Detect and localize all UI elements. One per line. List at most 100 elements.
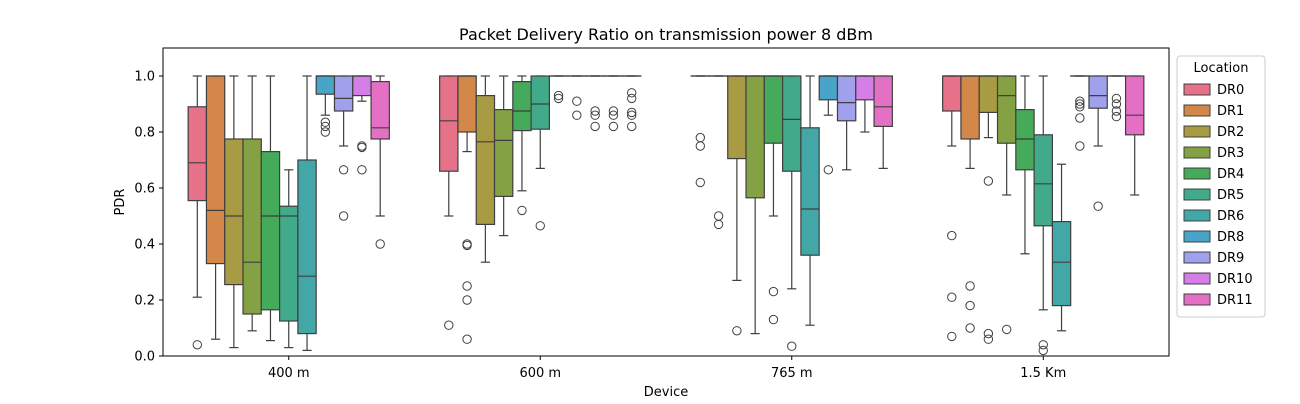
box-body [764, 76, 782, 143]
box-DR6-0 [298, 76, 316, 350]
box-DR11-2 [874, 76, 892, 168]
outlier-point [984, 177, 992, 185]
box-DR6-3 [1052, 164, 1070, 331]
box-body [495, 110, 513, 197]
legend-title: Location [1194, 61, 1249, 76]
box-body [783, 76, 801, 171]
outlier-point [1112, 112, 1120, 120]
outlier-point [696, 133, 704, 141]
box-DR2-1 [476, 76, 494, 262]
box-DR10-2 [856, 76, 874, 132]
x-tick-label: 1.5 Km [1020, 366, 1066, 381]
box-body [513, 82, 531, 131]
outlier-point [714, 220, 722, 228]
box-body [476, 96, 494, 225]
outlier-point [193, 341, 201, 349]
outlier-point [696, 142, 704, 150]
legend-swatch-DR5 [1184, 189, 1210, 200]
outlier-point [733, 327, 741, 335]
outlier-point [788, 342, 796, 350]
legend-label-DR3: DR3 [1217, 146, 1244, 161]
box-DR11-3 [1126, 76, 1144, 195]
outlier-point [445, 321, 453, 329]
box-DR4-3 [1016, 76, 1034, 254]
legend-label-DR9: DR9 [1217, 251, 1244, 266]
box-body [334, 76, 352, 111]
y-tick-label: 0.8 [134, 126, 155, 141]
legend-swatch-DR3 [1184, 147, 1210, 158]
box-DR4-2 [764, 76, 782, 324]
box-body [371, 82, 389, 139]
box-DR3-0 [243, 76, 261, 331]
legend-swatch-DR8 [1184, 231, 1210, 242]
outlier-point [573, 97, 581, 105]
legend-label-DR8: DR8 [1217, 230, 1244, 245]
outlier-point [966, 324, 974, 332]
box-DR4-0 [261, 76, 279, 341]
box-DR6-2 [801, 76, 819, 325]
legend-label-DR0: DR0 [1217, 83, 1244, 98]
box-DR11-0 [371, 76, 389, 248]
box-DR9-0 [334, 76, 352, 220]
box-DR0-2 [691, 76, 709, 187]
legend-swatch-DR0 [1184, 84, 1210, 95]
outlier-point [463, 335, 471, 343]
box-DR1-1 [458, 76, 476, 343]
legend-swatch-DR1 [1184, 105, 1210, 116]
box-body [243, 139, 261, 314]
box-body [801, 128, 819, 255]
outlier-point [591, 122, 599, 130]
outlier-point [714, 212, 722, 220]
box-body [728, 76, 746, 159]
box-DR3-2 [746, 76, 764, 334]
outlier-point [824, 166, 832, 174]
legend-swatch-DR10 [1184, 273, 1210, 284]
outlier-point [339, 212, 347, 220]
outlier-point [948, 332, 956, 340]
plot-area [188, 76, 1144, 355]
outlier-point [948, 293, 956, 301]
y-tick-label: 0.0 [134, 350, 155, 365]
box-body [440, 76, 458, 171]
box-body [1052, 222, 1070, 306]
legend-swatch-DR4 [1184, 168, 1210, 179]
box-body [261, 152, 279, 310]
box-body [943, 76, 961, 111]
outlier-point [358, 166, 366, 174]
legend-label-DR10: DR10 [1217, 272, 1253, 287]
outlier-point [948, 231, 956, 239]
box-DR1-3 [961, 76, 979, 332]
outlier-point [1002, 325, 1010, 333]
outlier-point [1076, 142, 1084, 150]
outlier-point [984, 329, 992, 337]
box-body [1126, 76, 1144, 135]
box-body [280, 206, 298, 321]
box-DR5-0 [280, 170, 298, 348]
legend-label-DR2: DR2 [1217, 125, 1244, 140]
box-body [1016, 110, 1034, 170]
legend-swatch-DR11 [1184, 294, 1210, 305]
y-tick-label: 0.4 [134, 238, 155, 253]
y-tick-label: 0.6 [134, 182, 155, 197]
x-axis-label: Device [644, 385, 688, 400]
legend-label-DR1: DR1 [1217, 104, 1244, 119]
box-body [837, 76, 855, 121]
box-body [188, 107, 206, 201]
outlier-point [518, 206, 526, 214]
box-body [225, 139, 243, 285]
box-DR10-0 [353, 76, 371, 174]
box-DR1-2 [709, 76, 727, 229]
x-tick-label: 400 m [268, 366, 310, 381]
chart-title: Packet Delivery Ratio on transmission po… [459, 25, 873, 44]
y-tick-label: 1.0 [134, 70, 155, 85]
box-DR2-2 [728, 76, 746, 335]
box-body [1034, 135, 1052, 226]
box-DR8-1 [568, 76, 586, 119]
box-DR1-0 [206, 76, 224, 339]
box-DR8-3 [1071, 76, 1089, 150]
outlier-point [376, 240, 384, 248]
box-DR9-3 [1089, 76, 1107, 210]
box-body [206, 76, 224, 264]
box-body [353, 76, 371, 96]
box-DR5-3 [1034, 76, 1052, 355]
